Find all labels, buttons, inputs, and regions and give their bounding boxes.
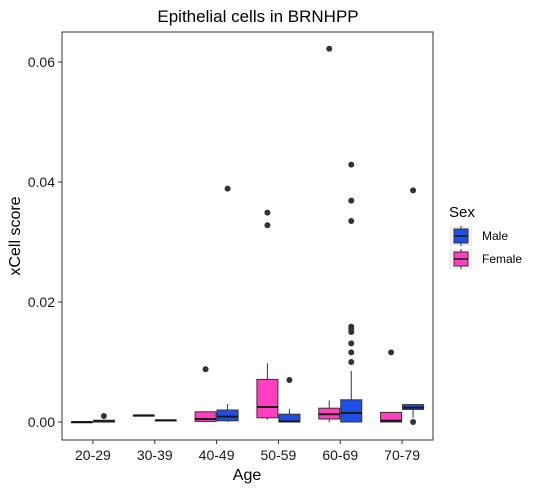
boxplot-male-40-49 bbox=[216, 185, 239, 422]
boxplot-female-70-79 bbox=[380, 349, 403, 423]
outlier-point bbox=[202, 366, 209, 373]
x-axis-title: Age bbox=[233, 467, 262, 484]
box bbox=[380, 411, 403, 423]
plot-panel bbox=[61, 31, 434, 441]
boxplot-male-30-39 bbox=[154, 419, 177, 422]
outlier-point bbox=[224, 185, 231, 192]
outlier-point bbox=[100, 413, 107, 419]
boxplot-male-60-69 bbox=[340, 161, 363, 423]
outlier-point bbox=[348, 218, 355, 224]
x-tick-label: 50-59 bbox=[261, 447, 297, 463]
y-tick-label: 0.04 bbox=[28, 174, 55, 190]
boxplot-female-50-59 bbox=[256, 209, 279, 420]
y-axis: 0.00 0.02 0.04 0.06 bbox=[28, 54, 62, 430]
outlier-point bbox=[348, 329, 355, 335]
outlier-point bbox=[410, 419, 417, 425]
x-tick-label: 20-29 bbox=[75, 447, 111, 463]
legend-label: Female bbox=[482, 252, 522, 266]
outlier-point bbox=[348, 197, 355, 204]
box bbox=[256, 378, 279, 419]
y-tick-label: 0.02 bbox=[28, 294, 55, 310]
boxplot-male-70-79 bbox=[402, 187, 425, 425]
boxplot-female-60-69 bbox=[318, 45, 341, 422]
box bbox=[216, 409, 239, 422]
x-axis: 20-29 30-39 40-49 50-59 60-69 70-79 bbox=[75, 440, 420, 463]
legend-item-male: Male bbox=[449, 226, 508, 246]
outlier-point bbox=[348, 349, 355, 356]
y-axis-title: xCell score bbox=[7, 196, 24, 275]
boxplot-female-30-39 bbox=[132, 414, 155, 417]
chart-title: Epithelial cells in BRNHPP bbox=[157, 7, 358, 26]
box bbox=[194, 411, 217, 422]
y-tick-label: 0.00 bbox=[28, 414, 55, 430]
outlier-point bbox=[286, 377, 293, 383]
box bbox=[340, 399, 363, 423]
x-tick-label: 40-49 bbox=[199, 447, 235, 463]
legend-label: Male bbox=[482, 229, 508, 243]
x-tick-label: 60-69 bbox=[322, 447, 358, 463]
outlier-point bbox=[264, 209, 271, 216]
x-tick-label: 30-39 bbox=[137, 447, 173, 463]
y-tick-label: 0.06 bbox=[28, 54, 55, 70]
outlier-point bbox=[348, 161, 355, 168]
boxplot-male-50-59 bbox=[278, 377, 301, 423]
plot-layer bbox=[70, 45, 425, 425]
x-tick-label: 70-79 bbox=[384, 447, 420, 463]
outlier-point bbox=[348, 359, 355, 365]
boxplot-female-20-29 bbox=[70, 421, 93, 424]
legend-title: Sex bbox=[449, 204, 475, 221]
legend-item-female: Female bbox=[449, 249, 522, 269]
outlier-point bbox=[326, 45, 333, 52]
outlier-point bbox=[348, 340, 355, 347]
legend: Sex Male Female bbox=[449, 204, 522, 269]
outlier-point bbox=[264, 222, 271, 229]
boxplot-female-40-49 bbox=[194, 366, 217, 422]
outlier-point bbox=[388, 349, 395, 356]
outlier-point bbox=[410, 187, 417, 194]
boxplot-male-20-29 bbox=[92, 413, 115, 423]
